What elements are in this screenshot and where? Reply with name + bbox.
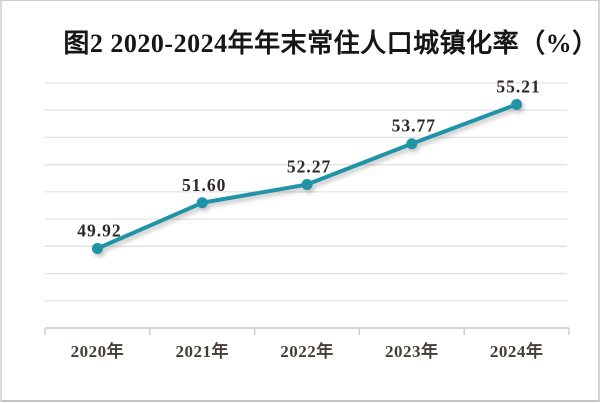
data-point-label: 55.21 <box>496 77 540 97</box>
data-point-label: 49.92 <box>77 221 121 241</box>
data-point <box>301 179 313 191</box>
x-axis-label: 2021年 <box>175 341 229 361</box>
data-point <box>406 138 418 150</box>
data-point-label: 53.77 <box>392 116 436 136</box>
data-point <box>196 197 208 209</box>
x-axis-label: 2020年 <box>71 341 125 361</box>
data-point <box>511 99 523 111</box>
data-point-label: 51.60 <box>182 175 226 195</box>
x-axis-label: 2023年 <box>385 341 439 361</box>
series-group <box>91 99 523 255</box>
data-point <box>91 243 103 255</box>
chart-title: 图2 2020-2024年年末常住人口城镇化率（%） <box>63 29 599 58</box>
x-axis-label: 2024年 <box>490 341 544 361</box>
x-axis-label: 2022年 <box>280 341 334 361</box>
data-point-label: 52.27 <box>287 157 331 177</box>
